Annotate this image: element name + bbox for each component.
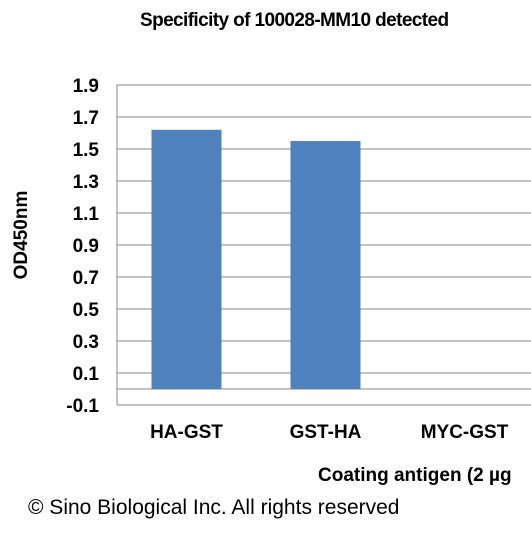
y-tick-label: 0.5 — [73, 300, 100, 321]
y-tick-label: 0.1 — [73, 364, 100, 385]
bar-ha-gst — [151, 129, 222, 390]
bars — [151, 129, 361, 390]
y-tick-label: 0.9 — [73, 236, 99, 257]
y-tick-label: 1.1 — [73, 204, 100, 225]
copyright-notice: © Sino Biological Inc. All rights reserv… — [28, 496, 400, 519]
y-tick-label: 1.7 — [73, 108, 99, 129]
x-axis-label: Coating antigen (2 µg — [318, 465, 512, 486]
y-tick-label: 0.3 — [73, 332, 99, 353]
y-tick-label: 1.3 — [73, 172, 99, 193]
y-tick-label: 0.7 — [73, 268, 99, 289]
x-tick-label: MYC-GST — [421, 422, 509, 443]
category-labels: HA-GST GST-HA MYC-GST — [150, 422, 509, 443]
x-tick-label: HA-GST — [150, 422, 223, 443]
y-tick-label: 1.9 — [73, 76, 99, 97]
y-tick-label: 1.5 — [73, 140, 100, 161]
bar-gst-ha — [290, 141, 361, 389]
x-tick-label: GST-HA — [290, 422, 362, 443]
y-tick-labels: 1.9 1.7 1.5 1.3 1.1 0.9 0.7 0.5 0.3 0.1 -0.1 — [66, 76, 99, 417]
chart-title: Specificity of 100028-MM10 detected — [140, 10, 449, 31]
y-axis-label: OD450nm — [11, 191, 32, 280]
y-tick-label: -0.1 — [66, 396, 99, 417]
